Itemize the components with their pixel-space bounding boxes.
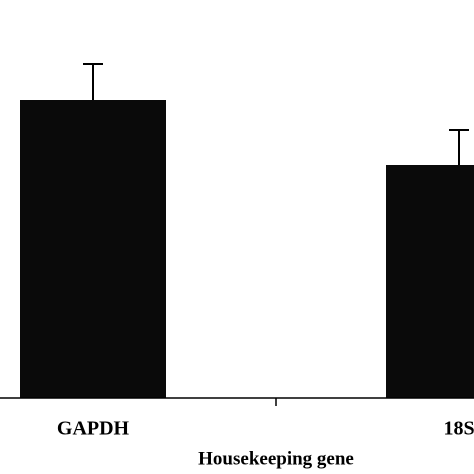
x-axis-label: Housekeeping gene bbox=[198, 448, 354, 469]
bar bbox=[386, 165, 474, 398]
bar bbox=[20, 100, 166, 398]
x-tick-label: 18S bbox=[443, 418, 474, 440]
x-tick-label: GAPDH bbox=[57, 418, 130, 440]
